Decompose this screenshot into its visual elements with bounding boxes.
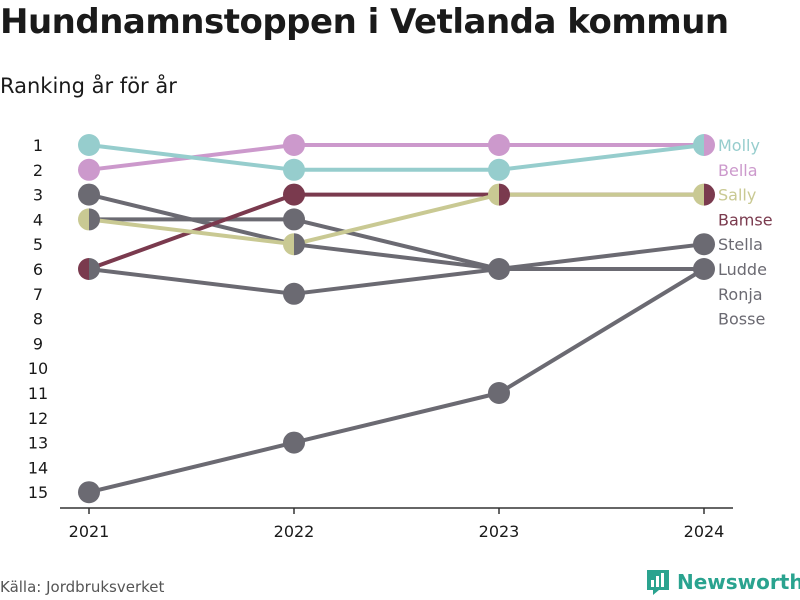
- y-tick-label: 14: [28, 458, 48, 477]
- end-label-ludde: Ludde: [718, 260, 767, 279]
- marker-bamse: [704, 183, 715, 206]
- y-tick-label: 2: [33, 161, 43, 180]
- y-tick-label: 3: [33, 186, 43, 205]
- y-tick-label: 1: [33, 136, 43, 155]
- end-label-bosse: Bosse: [718, 310, 765, 329]
- marker-stella: [78, 183, 100, 206]
- source-note: Källa: Jordbruksverket: [0, 578, 165, 596]
- y-tick-label: 8: [33, 310, 43, 329]
- end-label-bella: Bella: [718, 161, 758, 180]
- y-tick-label: 5: [33, 235, 43, 254]
- marker-bella: [704, 134, 715, 156]
- marker-sally: [693, 183, 704, 206]
- marker-bella: [78, 158, 100, 181]
- series-line-bosse: [88, 267, 706, 495]
- brand-logo: Newsworthy: [645, 568, 800, 596]
- y-tick-label: 9: [33, 334, 43, 353]
- marker-sally: [488, 183, 499, 206]
- chart-subtitle: Ranking år för år: [0, 74, 177, 98]
- y-tick-label: 11: [28, 384, 48, 403]
- series-line-sally: [88, 192, 704, 247]
- marker-molly: [488, 158, 510, 181]
- y-tick-label: 13: [28, 434, 48, 453]
- x-tick-label: 2022: [274, 522, 315, 541]
- marker-sally: [283, 233, 294, 256]
- y-tick-label: 4: [33, 210, 43, 229]
- marker-ludde: [89, 208, 100, 231]
- y-tick-label: 12: [28, 409, 48, 428]
- x-tick-label: 2023: [479, 522, 520, 541]
- marker-bosse: [78, 481, 100, 504]
- marker-stella: [294, 233, 305, 256]
- y-tick-label: 10: [28, 359, 48, 378]
- marker-stella: [693, 233, 715, 256]
- end-label-molly: Molly: [718, 136, 760, 155]
- marker-bella: [283, 134, 305, 156]
- x-tick-label: 2024: [684, 522, 725, 541]
- chart-title: Hundnamnstoppen i Vetlanda kommun: [0, 2, 729, 42]
- marker-bosse: [693, 258, 715, 280]
- marker-bamse: [283, 183, 305, 206]
- marker-ronja: [283, 282, 305, 305]
- end-label-ronja: Ronja: [718, 285, 763, 304]
- marker-ronja: [89, 258, 100, 280]
- y-tick-label: 7: [33, 285, 43, 304]
- x-tick-label: 2021: [69, 522, 110, 541]
- marker-bamse: [78, 258, 89, 280]
- y-tick-label: 6: [33, 260, 43, 279]
- marker-ludde: [283, 208, 305, 231]
- marker-molly: [693, 134, 704, 156]
- series-line-molly: [88, 143, 705, 172]
- marker-bosse: [283, 431, 305, 454]
- end-label-stella: Stella: [718, 235, 763, 254]
- series-line-ronja: [88, 267, 704, 296]
- marker-bamse: [499, 183, 510, 206]
- marker-bosse: [488, 382, 510, 404]
- series-line-ludde: [89, 217, 704, 271]
- end-label-sally: Sally: [718, 186, 756, 205]
- end-label-bamse: Bamse: [718, 210, 773, 229]
- brand-name: Newsworthy: [677, 570, 800, 594]
- newsworthy-logo-icon: [647, 570, 669, 595]
- y-tick-label: 15: [28, 483, 48, 502]
- marker-molly: [78, 134, 100, 156]
- marker-bella: [488, 134, 510, 156]
- series-line-stella: [88, 192, 705, 271]
- marker-ronja: [488, 258, 510, 280]
- marker-sally: [78, 208, 89, 231]
- marker-molly: [283, 158, 305, 181]
